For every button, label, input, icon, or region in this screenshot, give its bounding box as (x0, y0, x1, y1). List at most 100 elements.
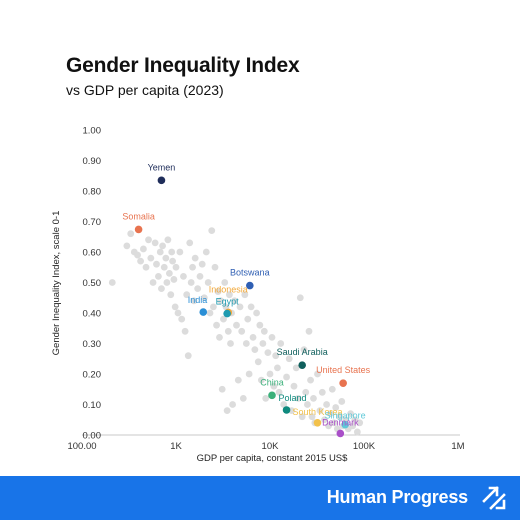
country-point (221, 279, 229, 286)
country-point (213, 321, 220, 329)
point-denmark (336, 429, 345, 438)
country-point (294, 395, 302, 402)
country-point (296, 294, 304, 302)
x-tick-label: 10K (262, 441, 280, 452)
country-point (260, 327, 268, 335)
country-point (256, 321, 264, 329)
country-point (214, 288, 222, 296)
country-point (108, 279, 116, 286)
y-tick-label: 0.10 (83, 400, 102, 411)
label-yemen: Yemen (148, 162, 176, 172)
point-india (199, 308, 208, 316)
country-point (153, 260, 160, 268)
country-point (275, 388, 283, 396)
country-point (223, 407, 231, 414)
country-point (123, 242, 131, 250)
country-point (137, 257, 144, 265)
label-somalia: Somalia (122, 211, 155, 221)
y-tick-label: 1.00 (83, 126, 102, 137)
country-point (168, 248, 176, 256)
country-point (176, 248, 184, 256)
country-point (239, 395, 247, 402)
label-botswana: Botswana (230, 268, 270, 278)
country-point (277, 340, 285, 347)
country-point (191, 254, 199, 262)
country-point (234, 376, 242, 384)
label-india: India (188, 295, 208, 305)
country-point (283, 373, 290, 381)
country-point (231, 297, 238, 305)
point-singapore (341, 420, 349, 429)
country-point (233, 321, 240, 329)
country-point (316, 407, 324, 414)
chart-title: Gender Inequality Index (66, 54, 300, 77)
country-point (164, 236, 172, 244)
country-point (172, 263, 180, 271)
point-saudi-arabia (298, 361, 306, 369)
country-point (249, 334, 257, 341)
country-point (270, 382, 278, 390)
country-point (332, 404, 340, 411)
country-point (238, 327, 246, 335)
country-point (300, 346, 308, 353)
country-point (251, 346, 259, 353)
label-indonesia: Indonesia (209, 284, 248, 294)
country-point (349, 422, 357, 430)
country-point (151, 239, 159, 247)
country-point (353, 428, 361, 436)
point-yemen (157, 176, 166, 185)
country-point (229, 401, 236, 408)
country-point (318, 388, 326, 396)
country-point (323, 401, 330, 408)
country-point (147, 254, 155, 262)
country-point (170, 276, 178, 283)
country-point (204, 279, 212, 286)
point-united-states (339, 379, 347, 387)
country-point (247, 303, 255, 311)
country-point (304, 401, 311, 408)
other-countries-points (108, 227, 364, 436)
country-point (321, 416, 328, 424)
country-point (236, 303, 244, 311)
label-saudi-arabia: Saudi Arabia (277, 347, 328, 357)
country-point (196, 273, 204, 280)
country-point (194, 285, 202, 292)
country-point (208, 227, 216, 235)
country-point (216, 334, 223, 341)
country-point (142, 263, 150, 271)
country-point (272, 352, 280, 360)
country-point (347, 410, 354, 418)
country-point (158, 285, 165, 292)
country-point (200, 294, 208, 302)
country-point (330, 419, 338, 427)
y-tick-label: 0.20 (83, 370, 102, 381)
country-point (224, 327, 232, 335)
country-point (140, 245, 147, 253)
country-point (162, 254, 170, 262)
country-point (310, 395, 317, 402)
country-point (159, 242, 166, 250)
country-point (186, 239, 194, 247)
expand-arrows-icon (482, 486, 506, 510)
country-point (325, 422, 332, 430)
country-point (290, 382, 298, 390)
y-tick-label: 0.70 (83, 217, 102, 228)
y-tick-label: 0.00 (83, 431, 102, 442)
y-tick-label: 0.40 (83, 309, 102, 320)
country-point (336, 413, 343, 421)
country-point (262, 395, 270, 402)
country-point (149, 279, 157, 286)
country-point (127, 230, 135, 238)
country-point (314, 370, 321, 378)
country-point (308, 413, 316, 421)
country-point (264, 349, 272, 357)
country-point (254, 358, 262, 366)
country-point (174, 309, 182, 317)
label-united-states: United States (316, 365, 371, 375)
country-point (227, 340, 234, 347)
country-point (220, 315, 227, 323)
x-tick-label: 100K (353, 441, 376, 452)
country-point (171, 303, 179, 311)
country-point (244, 315, 252, 323)
